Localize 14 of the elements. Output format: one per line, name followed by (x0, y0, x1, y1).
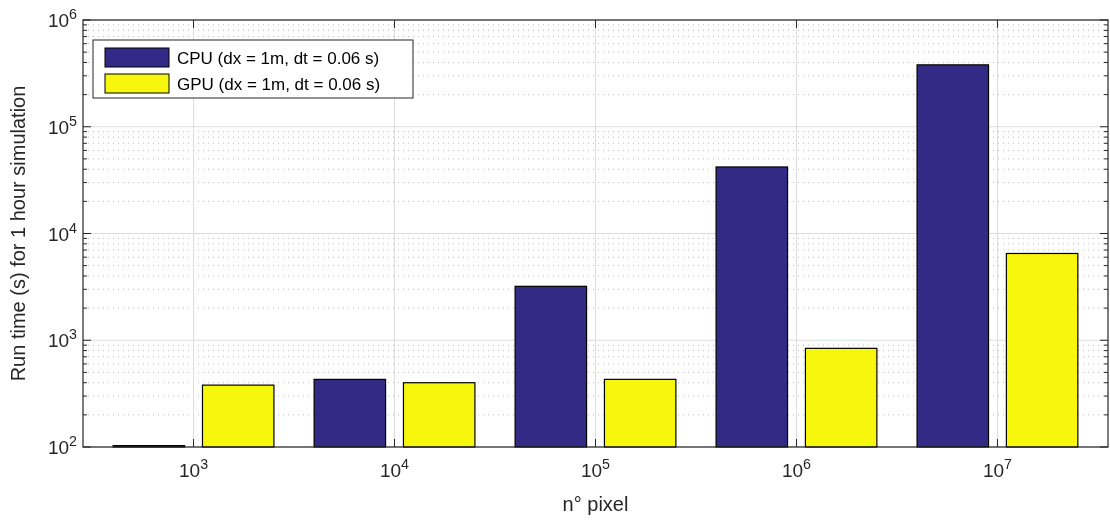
y-axis-title: Run time (s) for 1 hour simulation (7, 85, 29, 382)
y-tick-label: 10$^{6}$ (47, 6, 78, 31)
x-tick-label: 10$^{3}$ (179, 456, 209, 481)
x-tick-label: 10$^{7}$ (982, 456, 1013, 481)
legend-label: CPU (dx = 1m, dt = 0.06 s) (177, 49, 380, 68)
y-tick-label: 10$^{5}$ (47, 112, 78, 138)
y-tick-label: 10$^{4}$ (47, 219, 78, 245)
y-tick-label: 10$^{2}$ (47, 433, 78, 458)
x-tick-label: 10$^{5}$ (580, 456, 611, 481)
x-tick-label: 10$^{6}$ (781, 456, 812, 481)
x-axis-title: n° pixel (562, 493, 629, 515)
y-tick-label: 10$^{3}$ (47, 326, 78, 352)
x-tick-label: 10$^{4}$ (379, 456, 410, 481)
legend-label: GPU (dx = 1m, dt = 0.06 s) (177, 75, 381, 94)
